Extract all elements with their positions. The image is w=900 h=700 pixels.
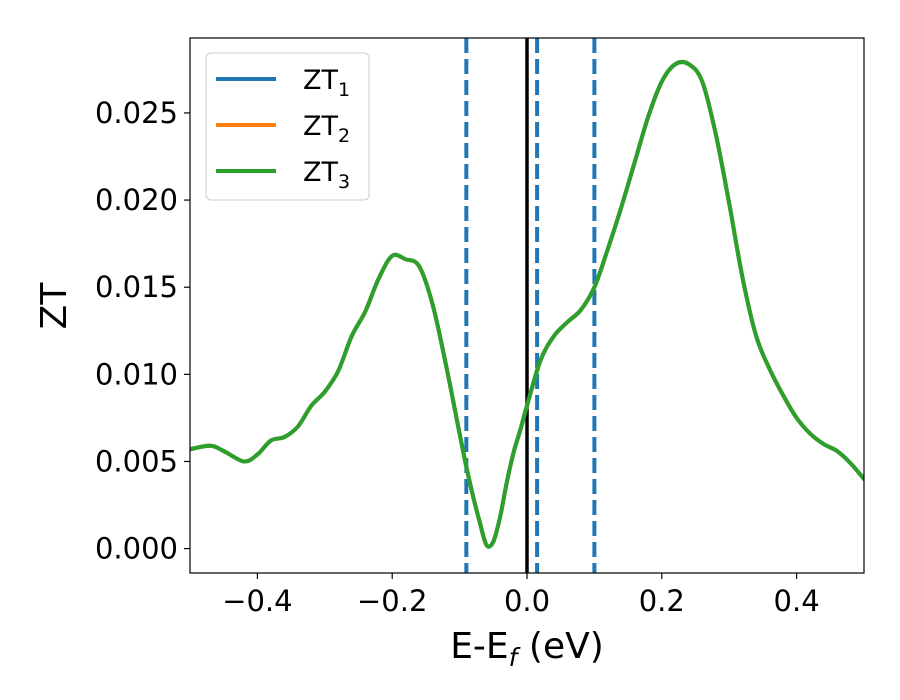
y-axis-label: ZT — [34, 282, 75, 330]
legend-box — [205, 52, 370, 201]
legend-label-zt1: ZT1 — [303, 65, 350, 101]
legend-label-zt3: ZT3 — [303, 157, 350, 193]
x-axis-label: E-Ef (eV) — [450, 626, 604, 672]
y-tick-label: 0.025 — [95, 96, 178, 130]
x-tick-label: −0.4 — [222, 584, 292, 618]
y-tick-label: 0.000 — [95, 532, 178, 566]
legend-label-zt2: ZT2 — [303, 111, 350, 147]
series-layer — [190, 59, 864, 549]
series-line-zt3 — [190, 59, 864, 549]
legend: ZT1 ZT2 ZT3 — [205, 52, 370, 201]
y-tick-label: 0.010 — [95, 357, 178, 391]
x-tick-label: 0.2 — [639, 584, 685, 618]
x-tick-label: 0.0 — [504, 584, 550, 618]
x-tick-label: 0.4 — [774, 584, 820, 618]
x-axis-ticks: −0.4 −0.2 0.0 0.2 0.4 — [222, 573, 820, 618]
y-tick-label: 0.020 — [95, 183, 178, 217]
vertical-reference-lines — [464, 38, 597, 573]
y-tick-label: 0.005 — [95, 444, 178, 478]
x-tick-label: −0.2 — [357, 584, 427, 618]
y-tick-label: 0.015 — [95, 270, 178, 304]
y-axis-ticks: 0.000 0.005 0.010 0.015 0.020 0.025 — [95, 96, 190, 566]
